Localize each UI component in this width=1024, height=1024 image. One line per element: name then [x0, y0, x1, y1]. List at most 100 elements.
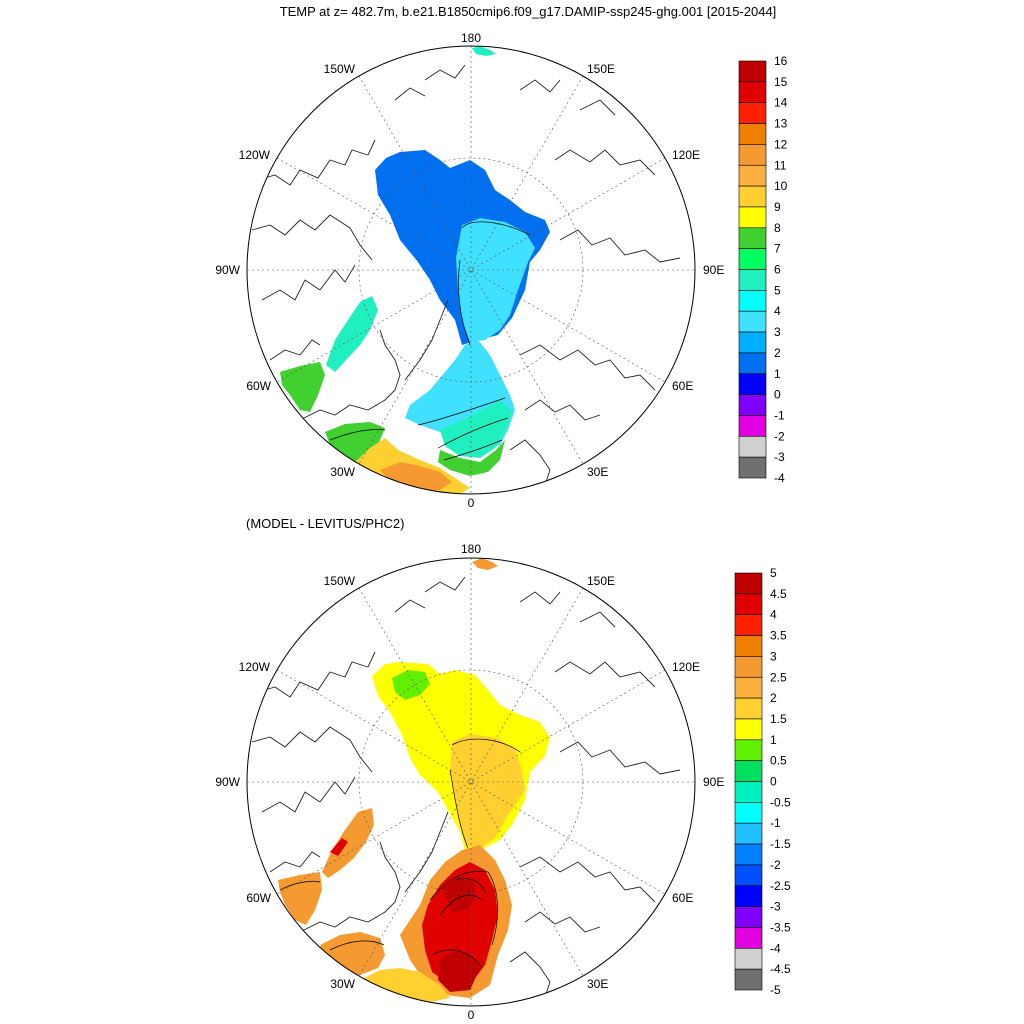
- colorbar-swatch: [734, 822, 763, 845]
- colorbar-swatch: [738, 456, 767, 479]
- colorbar-swatch: [734, 676, 763, 699]
- colorbar-label: 8: [774, 221, 781, 235]
- colorbar-swatch: [738, 60, 767, 83]
- lon-label: 120E: [672, 148, 700, 162]
- colorbar-swatch: [734, 656, 763, 678]
- lon-label: 120W: [239, 148, 271, 162]
- colorbar-label: 7: [774, 242, 781, 256]
- colorbar-swatch: [738, 227, 767, 249]
- lon-label: 150E: [587, 62, 615, 76]
- field-green-patch: [392, 670, 430, 700]
- colorbar-2: 5 4.5 4 3.5 3 2.5 2 1.5 1 0.5 0 -0.5 -1 -1.5 -2 -2.5 -3 -…: [734, 566, 791, 997]
- colorbar-swatch: [734, 739, 763, 761]
- colorbar-label: 16: [774, 54, 788, 68]
- coastlines-2: [251, 576, 681, 998]
- colorbar-label: 2: [774, 346, 781, 360]
- map-border-1: [246, 45, 696, 495]
- field-arctic-core-anomaly: [450, 734, 525, 848]
- lon-label: 60W: [246, 379, 271, 393]
- colorbar-swatch: [738, 373, 767, 395]
- colorbar-label: 4: [770, 608, 777, 622]
- colorbar-swatch: [734, 697, 763, 720]
- colorbar-label: -1: [774, 408, 785, 422]
- coastlines-1: [251, 64, 681, 486]
- graticule-1: [247, 46, 695, 494]
- colorbar-swatch: [734, 781, 763, 803]
- colorbar-label: 2: [770, 691, 777, 705]
- contours-2: [279, 738, 521, 969]
- colorbar-label: 0.5: [770, 754, 787, 768]
- lon-label: 120E: [672, 660, 700, 674]
- colorbar-swatch: [738, 290, 767, 312]
- lon-label: 30E: [587, 977, 608, 991]
- figure-title: TEMP at z= 482.7m, b.e21.B1850cmip6.f09_…: [280, 4, 777, 19]
- lon-label: 90E: [703, 775, 724, 789]
- lon-label: 60E: [672, 891, 693, 905]
- colorbar-swatch: [734, 802, 763, 824]
- colorbar-label: -0.5: [770, 795, 791, 809]
- colorbar-label: -2: [770, 858, 781, 872]
- colorbar-swatch: [738, 164, 767, 187]
- colorbar-swatch: [738, 248, 767, 270]
- lon-label: 30W: [330, 977, 355, 991]
- colorbar-label: 4.5: [770, 587, 787, 601]
- map-panel-model-minus-levitus: 180 150W 150E 120W 120E 90W 90E 60W 60E …: [215, 542, 791, 1022]
- colorbar-label: 5: [774, 283, 781, 297]
- colorbar-swatch: [734, 572, 763, 595]
- field-north-atlantic-warm: [380, 462, 452, 490]
- colorbar-label: 4: [774, 304, 781, 318]
- colorbar-swatch: [734, 843, 763, 866]
- colorbar-swatch: [734, 927, 763, 949]
- lon-label: 30W: [330, 465, 355, 479]
- colorbar-label: 12: [774, 137, 788, 151]
- colorbar-swatch: [738, 352, 767, 375]
- colorbar-swatch: [738, 123, 767, 145]
- colorbar-swatch: [738, 81, 767, 103]
- colorbar-label: 1: [770, 733, 777, 747]
- colorbar-swatch: [734, 635, 763, 657]
- colorbar-label: -4: [770, 941, 781, 955]
- field-north-atlantic-anomaly: [320, 932, 385, 975]
- lon-label: 150E: [587, 574, 615, 588]
- colorbar-label: 3: [774, 325, 781, 339]
- colorbar-swatch: [738, 394, 767, 416]
- field-nordic-hot: [422, 862, 498, 985]
- colorbar-swatch: [738, 435, 767, 458]
- colorbar-swatch: [738, 269, 767, 291]
- colorbar-swatch: [734, 593, 763, 615]
- colorbar-label: 0: [774, 388, 781, 402]
- lon-label: 180: [461, 542, 481, 556]
- lon-label: 120W: [239, 660, 271, 674]
- colorbar-swatch: [738, 185, 767, 208]
- map-fields-1: [280, 46, 550, 494]
- colorbar-swatch: [738, 415, 767, 437]
- lon-label: 60W: [246, 891, 271, 905]
- lon-label: 0: [468, 496, 475, 510]
- colorbar-label: -1.5: [770, 837, 791, 851]
- colorbar-label: 2.5: [770, 670, 787, 684]
- colorbar-label: 13: [774, 117, 788, 131]
- map-panel-model-temperature: 180 150W 150E 120W 120E 90W 90E 60W 60E …: [215, 31, 787, 510]
- field-bering-anomaly: [472, 558, 498, 570]
- colorbar-swatch: [734, 614, 763, 636]
- colorbar-swatch: [734, 968, 763, 991]
- colorbar-swatch: [738, 310, 767, 333]
- colorbar-swatch: [734, 760, 763, 782]
- colorbar-label: 10: [774, 179, 788, 193]
- colorbar-swatch: [738, 206, 767, 229]
- colorbar-label: -4: [774, 471, 785, 485]
- colorbar-label: 0: [770, 775, 777, 789]
- colorbar-label: 14: [774, 96, 788, 110]
- colorbar-label: 1: [774, 367, 781, 381]
- colorbar-label: 3.5: [770, 629, 787, 643]
- colorbar-swatch: [734, 885, 763, 907]
- field-labrador-sea: [280, 362, 325, 412]
- lon-labels-2: 180 150W 150E 120W 120E 90W 90E 60W 60E …: [215, 542, 724, 1022]
- colorbar-label: -1: [770, 816, 781, 830]
- colorbar-label: 15: [774, 75, 788, 89]
- colorbar-label: -3: [774, 450, 785, 464]
- colorbar-swatch: [734, 947, 763, 970]
- lon-label: 60E: [672, 379, 693, 393]
- colorbar-swatch: [734, 864, 763, 887]
